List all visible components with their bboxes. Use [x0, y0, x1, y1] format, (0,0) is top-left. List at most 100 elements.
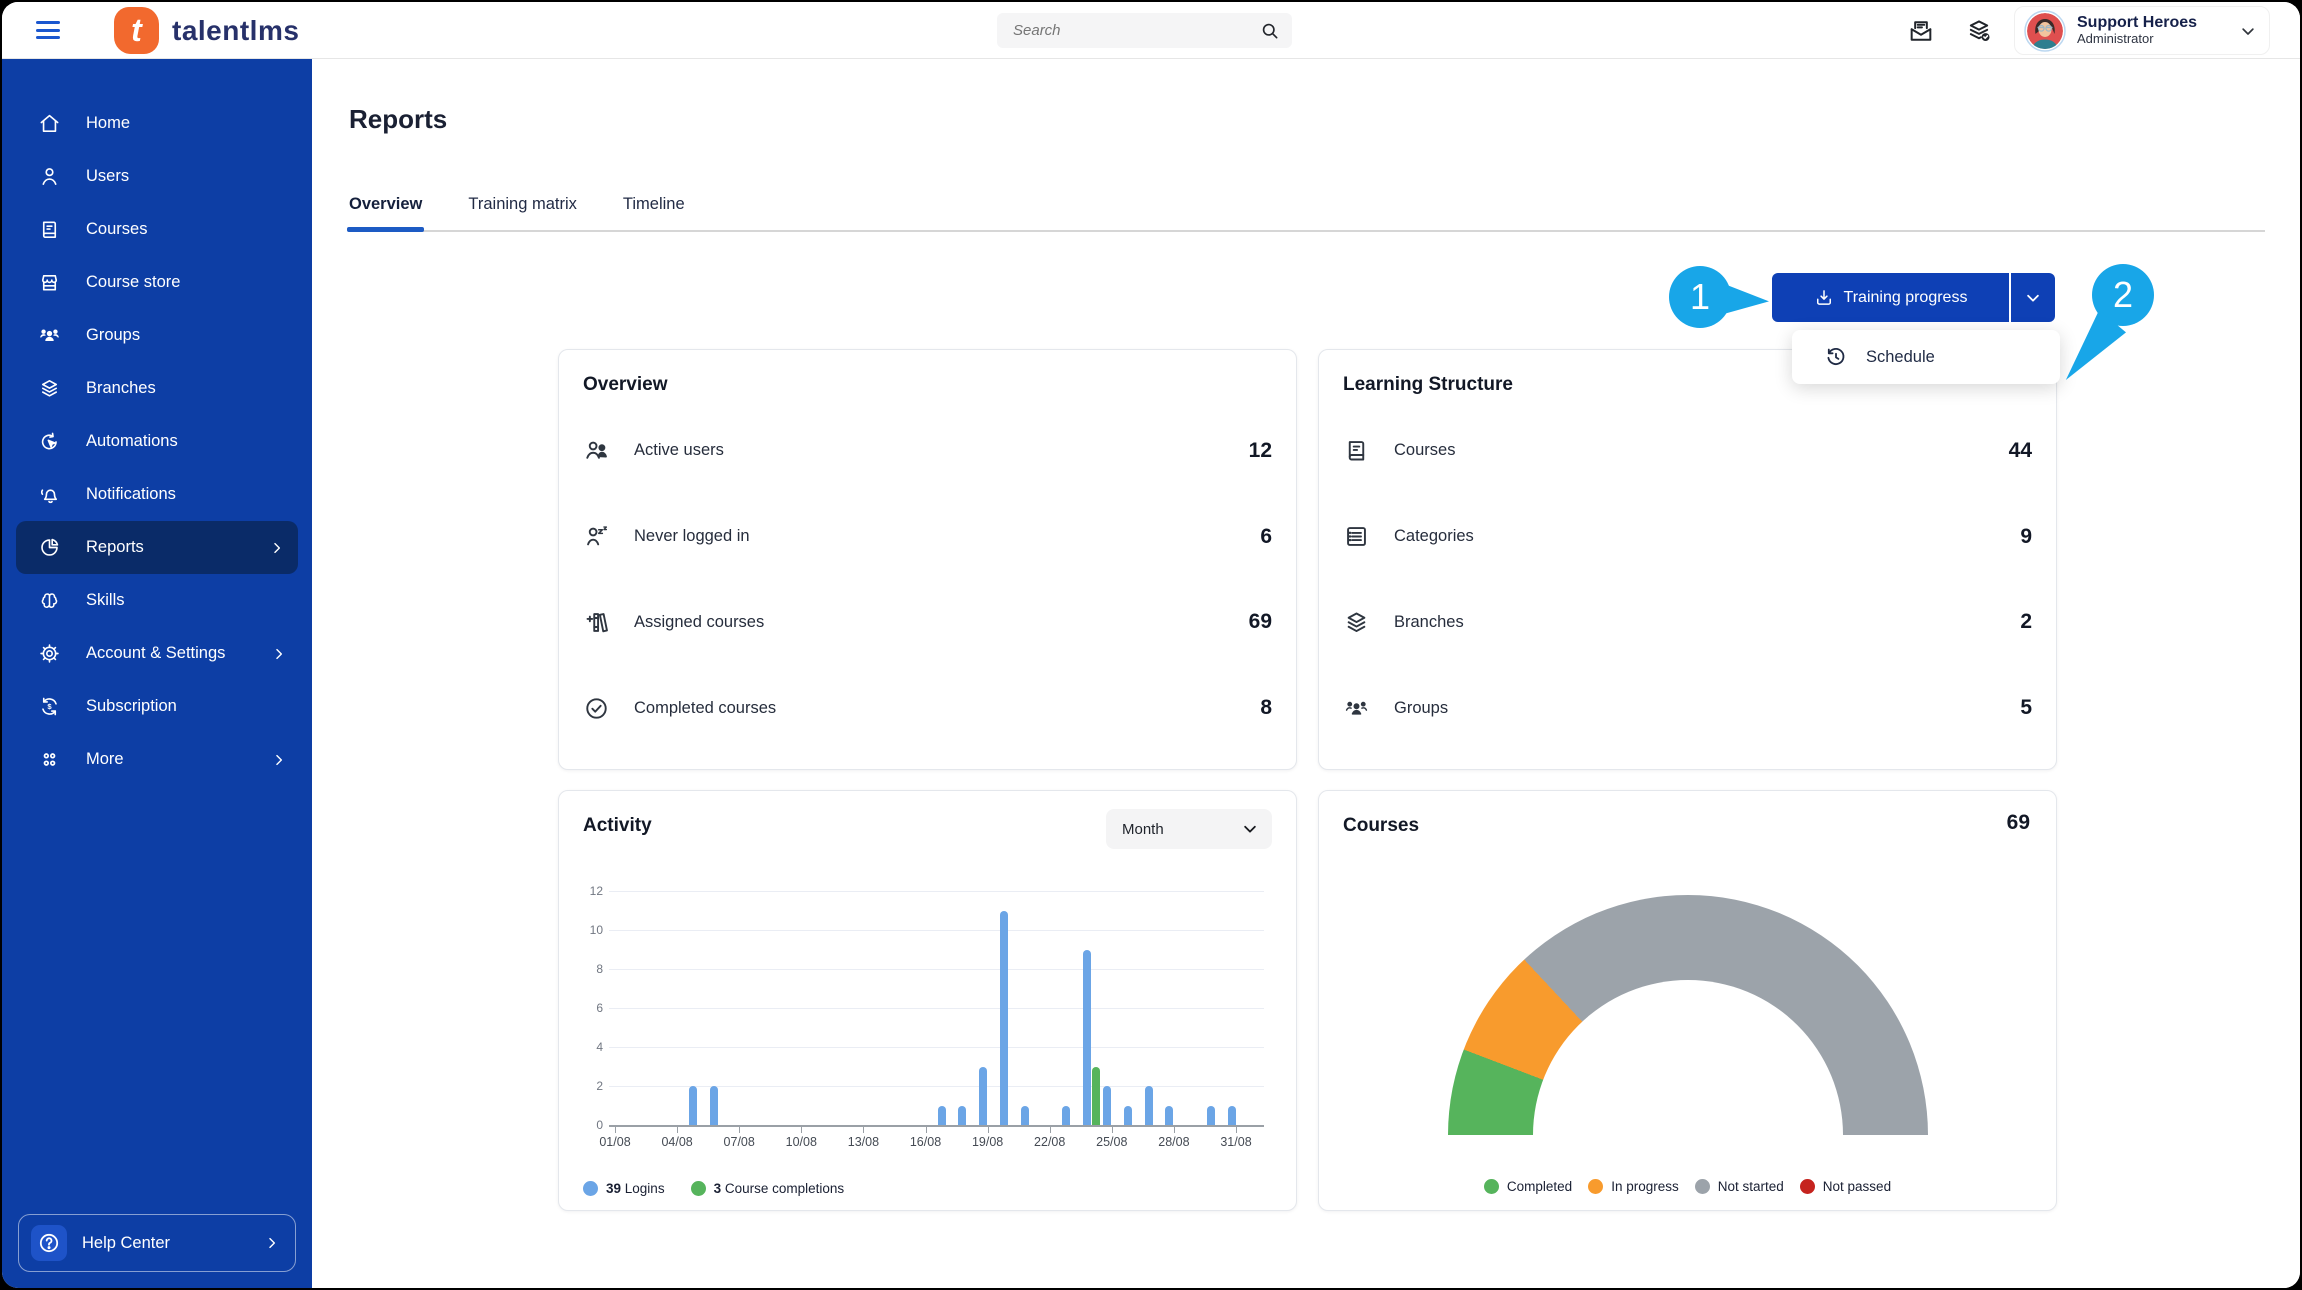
training-progress-dropdown: Schedule — [1792, 330, 2060, 384]
bar-logins — [1000, 911, 1008, 1126]
bar-logins — [1124, 1106, 1132, 1126]
sidebar-item-subscription[interactable]: $ Subscription — [2, 680, 312, 733]
overview-card-title: Overview — [583, 374, 1272, 396]
chevron-right-icon — [265, 1236, 279, 1250]
y-tick-label: 10 — [583, 923, 603, 937]
bell-icon — [38, 483, 61, 506]
books-plus-icon — [583, 609, 610, 636]
x-tick-label: 25/08 — [1090, 1135, 1134, 1149]
sidebar-item-users[interactable]: Users — [2, 150, 312, 203]
bar-logins — [1083, 950, 1091, 1126]
sidebar-item-skills[interactable]: Skills — [2, 574, 312, 627]
legend-item: In progress — [1588, 1179, 1679, 1194]
overview-card: Overview Active users 12 — [558, 349, 1297, 770]
x-tick-label: 16/08 — [904, 1135, 948, 1149]
y-tick-label: 6 — [583, 1001, 603, 1015]
history-icon — [1824, 345, 1848, 369]
stat-row-groups: Groups 5 — [1343, 665, 2032, 751]
sidebar-item-branches[interactable]: Branches — [2, 362, 312, 415]
y-tick-label: 2 — [583, 1079, 603, 1093]
bar-logins — [1145, 1086, 1153, 1125]
app-window: t talentlms — [2, 2, 2300, 1288]
bar-logins — [938, 1106, 946, 1126]
cards-grid: Overview Active users 12 — [558, 349, 2057, 1211]
sidebar: Home Users Courses Course store — [2, 59, 312, 1288]
x-tick-label: 22/08 — [1028, 1135, 1072, 1149]
storefront-icon — [38, 271, 61, 294]
bar-logins — [1228, 1106, 1236, 1126]
y-tick-label: 8 — [583, 962, 603, 976]
bar-course-completions — [1092, 1067, 1100, 1126]
bar-logins — [1062, 1106, 1070, 1126]
bar-logins — [1207, 1106, 1215, 1126]
activity-card: Activity Month 02468101201/0804/0807/081… — [558, 790, 1297, 1211]
training-progress-split-button: Training progress — [1772, 273, 2055, 322]
chevron-right-icon — [270, 541, 284, 555]
month-range-select[interactable]: Month — [1106, 809, 1272, 849]
layers-icon — [38, 377, 61, 400]
sidebar-item-groups[interactable]: Groups — [2, 309, 312, 362]
stat-row-active-users: Active users 12 — [583, 408, 1272, 494]
logo[interactable]: t talentlms — [114, 7, 299, 54]
tab-timeline[interactable]: Timeline — [623, 181, 685, 230]
callout-step-2: 2 — [2092, 264, 2154, 326]
legend-item: Completed — [1484, 1179, 1572, 1194]
home-icon — [38, 112, 61, 135]
x-tick-label: 04/08 — [655, 1135, 699, 1149]
schedule-menu-item[interactable]: Schedule — [1866, 348, 1935, 367]
learning-structure-card: Learning Structure Courses 44 Catego — [1318, 349, 2057, 770]
profile-menu[interactable]: Support Heroes Administrator — [2014, 6, 2270, 55]
x-tick-label: 28/08 — [1152, 1135, 1196, 1149]
legend-item: Not passed — [1800, 1179, 1891, 1194]
bar-logins — [1165, 1106, 1173, 1126]
courses-gauge — [1448, 895, 1928, 1135]
training-progress-button[interactable]: Training progress — [1772, 273, 2009, 322]
tab-overview[interactable]: Overview — [349, 181, 422, 230]
pie-chart-icon — [38, 536, 61, 559]
avatar — [2024, 10, 2066, 52]
book-icon — [1343, 437, 1370, 464]
dollar-refresh-icon: $ — [38, 695, 61, 718]
help-center-button[interactable]: Help Center — [18, 1214, 296, 1272]
stat-row-courses: Courses 44 — [1343, 408, 2032, 494]
search-input[interactable] — [997, 22, 1260, 39]
chevron-down-icon — [2239, 22, 2257, 40]
hamburger-menu-icon[interactable] — [36, 21, 60, 40]
people-group-icon — [1343, 695, 1370, 722]
sidebar-item-course-store[interactable]: Course store — [2, 256, 312, 309]
y-tick-label: 4 — [583, 1040, 603, 1054]
stat-row-categories: Categories 9 — [1343, 494, 2032, 580]
svg-text:$: $ — [47, 702, 52, 711]
legend-item: 3 Course completions — [691, 1181, 845, 1196]
tab-training-matrix[interactable]: Training matrix — [468, 181, 577, 230]
help-center-label: Help Center — [82, 1234, 170, 1253]
search-icon[interactable] — [1260, 21, 1280, 41]
sidebar-item-account-settings[interactable]: Account & Settings — [2, 627, 312, 680]
dots-grid-icon — [38, 748, 61, 771]
sidebar-item-home[interactable]: Home — [2, 97, 312, 150]
sidebar-item-automations[interactable]: Automations — [2, 415, 312, 468]
courses-card-title: Courses — [1343, 815, 2032, 837]
question-circle-icon — [37, 1231, 61, 1255]
x-tick-label: 19/08 — [966, 1135, 1010, 1149]
person-sleep-icon — [583, 523, 610, 550]
chevron-right-icon — [272, 647, 286, 661]
training-progress-caret-button[interactable] — [2011, 273, 2055, 322]
sidebar-item-more[interactable]: More — [2, 733, 312, 786]
y-tick-label: 0 — [583, 1118, 603, 1132]
stat-row-branches: Branches 2 — [1343, 580, 2032, 666]
sidebar-item-notifications[interactable]: Notifications — [2, 468, 312, 521]
chevron-right-icon — [272, 753, 286, 767]
courses-total: 69 — [2007, 811, 2030, 835]
sidebar-item-reports[interactable]: Reports — [16, 521, 298, 574]
legend-item: 39 Logins — [583, 1181, 665, 1196]
sidebar-item-courses[interactable]: Courses — [2, 203, 312, 256]
layers-badge-icon[interactable] — [1965, 15, 1997, 47]
check-circle-icon — [583, 695, 610, 722]
inbox-message-icon[interactable] — [1907, 15, 1939, 47]
gear-icon — [38, 642, 61, 665]
bar-logins — [958, 1106, 966, 1126]
callout-step-1: 1 — [1669, 266, 1731, 328]
bar-logins — [979, 1067, 987, 1126]
bar-logins — [1103, 1086, 1111, 1125]
